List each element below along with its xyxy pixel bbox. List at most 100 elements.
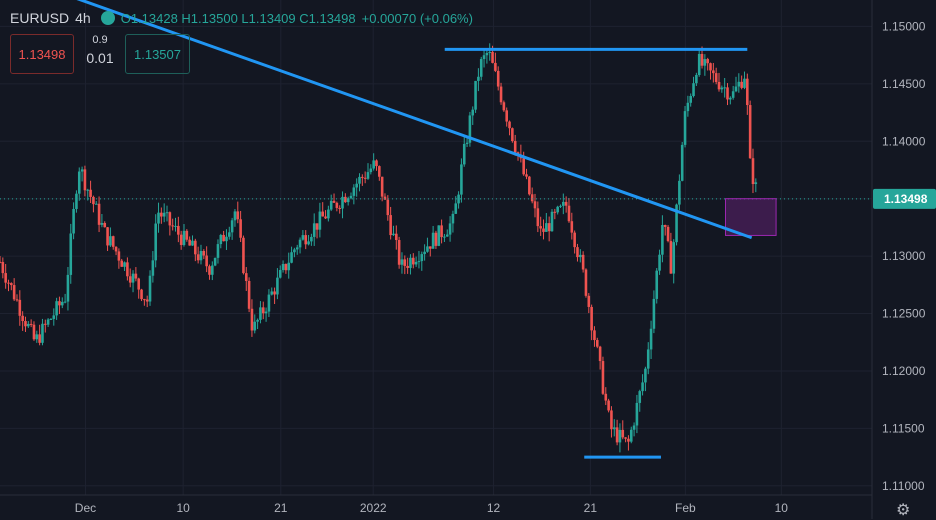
candle-body bbox=[273, 291, 276, 295]
candle-body bbox=[304, 235, 308, 245]
candle-body bbox=[621, 429, 625, 438]
candle-body bbox=[445, 234, 449, 237]
candle-body bbox=[448, 223, 452, 235]
candle-body bbox=[646, 349, 650, 369]
candle-body bbox=[94, 203, 98, 205]
candle-body bbox=[191, 240, 194, 246]
candle-body bbox=[601, 361, 605, 394]
candle-body bbox=[86, 189, 90, 191]
candle-body bbox=[545, 223, 548, 232]
candle-body bbox=[392, 233, 395, 236]
candle-body bbox=[120, 260, 124, 267]
candle-body bbox=[457, 194, 460, 204]
candle-body bbox=[230, 220, 234, 233]
candle-body bbox=[550, 211, 554, 232]
candle-body bbox=[162, 212, 166, 217]
symbol-label[interactable]: EURUSD bbox=[10, 10, 70, 26]
candle-body bbox=[111, 236, 115, 247]
candle-body bbox=[505, 110, 509, 122]
candle-body bbox=[562, 201, 565, 206]
candle-body bbox=[270, 291, 274, 295]
candle-body bbox=[352, 187, 356, 196]
candle-body bbox=[680, 144, 684, 181]
candle-body bbox=[731, 91, 735, 98]
candle-body bbox=[462, 143, 466, 165]
candle-body bbox=[389, 215, 392, 236]
y-tick-label: 1.14500 bbox=[882, 77, 926, 91]
candle-body bbox=[644, 368, 647, 383]
candle-body bbox=[465, 142, 469, 144]
candle-body bbox=[615, 427, 619, 443]
y-tick-label: 1.14000 bbox=[882, 134, 926, 148]
x-tick-label: Dec bbox=[75, 501, 96, 515]
candle-body bbox=[80, 169, 84, 172]
sell-button[interactable]: 1.13498 bbox=[10, 34, 74, 74]
candle-body bbox=[264, 311, 268, 314]
candle-body bbox=[743, 78, 746, 88]
candle-body bbox=[547, 223, 551, 232]
candle-body bbox=[222, 234, 225, 242]
gear-icon[interactable]: ⚙ bbox=[896, 502, 911, 519]
candle-body bbox=[182, 230, 186, 245]
candle-body bbox=[38, 334, 41, 343]
buy-button[interactable]: 1.13507 bbox=[125, 34, 190, 74]
visibility-icon[interactable] bbox=[100, 11, 115, 25]
candle-body bbox=[678, 180, 681, 205]
candle-body bbox=[496, 70, 500, 87]
candle-body bbox=[502, 102, 506, 111]
candle-body bbox=[632, 425, 636, 430]
candle-body bbox=[477, 76, 480, 81]
candle-body bbox=[661, 224, 664, 255]
candle-body bbox=[423, 251, 426, 255]
candle-body bbox=[196, 254, 200, 261]
candle-body bbox=[261, 307, 265, 314]
candle-body bbox=[658, 254, 661, 271]
candle-body bbox=[52, 315, 56, 319]
candle-body bbox=[598, 346, 602, 362]
interval-label[interactable]: 4h bbox=[75, 10, 91, 26]
candle-body bbox=[714, 73, 718, 82]
candle-body bbox=[525, 174, 528, 177]
ohlc-values: O1.13428 H1.13500 L1.13409 C1.13498 bbox=[120, 10, 356, 26]
candle-body bbox=[663, 224, 667, 227]
candle-body bbox=[553, 211, 557, 213]
candle-body bbox=[103, 222, 107, 228]
candle-body bbox=[233, 211, 237, 221]
candle-body bbox=[236, 211, 240, 220]
candle-body bbox=[595, 340, 599, 347]
candle-body bbox=[332, 200, 336, 203]
candle-body bbox=[361, 176, 364, 178]
candle-body bbox=[145, 299, 149, 302]
chart-legend: EURUSD 4h O1.13428 H1.13500 L1.13409 C1.… bbox=[10, 10, 473, 26]
candle-body bbox=[454, 203, 458, 214]
candle-body bbox=[428, 246, 432, 249]
candle-body bbox=[75, 193, 78, 209]
spread-top: 0.9 bbox=[92, 34, 108, 46]
candle-body bbox=[358, 176, 361, 184]
x-tick-label: 2022 bbox=[360, 501, 387, 515]
candle-body bbox=[312, 223, 316, 237]
candle-body bbox=[539, 226, 542, 229]
candle-body bbox=[706, 59, 709, 64]
candle-body bbox=[366, 172, 370, 179]
candle-body bbox=[369, 168, 373, 173]
candle-body bbox=[227, 232, 231, 237]
candle-body bbox=[216, 244, 220, 258]
candle-body bbox=[219, 234, 223, 245]
candle-body bbox=[426, 246, 429, 252]
spread-bottom: 0.01 bbox=[86, 50, 114, 66]
candle-body bbox=[1, 262, 5, 274]
candle-body bbox=[629, 429, 633, 442]
candle-body bbox=[567, 205, 571, 222]
candle-body bbox=[287, 262, 291, 271]
candle-body bbox=[165, 212, 169, 214]
x-tick-label: 10 bbox=[775, 501, 789, 515]
candle-body bbox=[335, 202, 339, 208]
candle-body bbox=[748, 105, 752, 159]
candle-body bbox=[400, 259, 404, 265]
candle-body bbox=[675, 204, 678, 243]
candle-body bbox=[211, 265, 214, 275]
y-tick-label: 1.11500 bbox=[882, 421, 925, 435]
candle-body bbox=[406, 265, 409, 268]
